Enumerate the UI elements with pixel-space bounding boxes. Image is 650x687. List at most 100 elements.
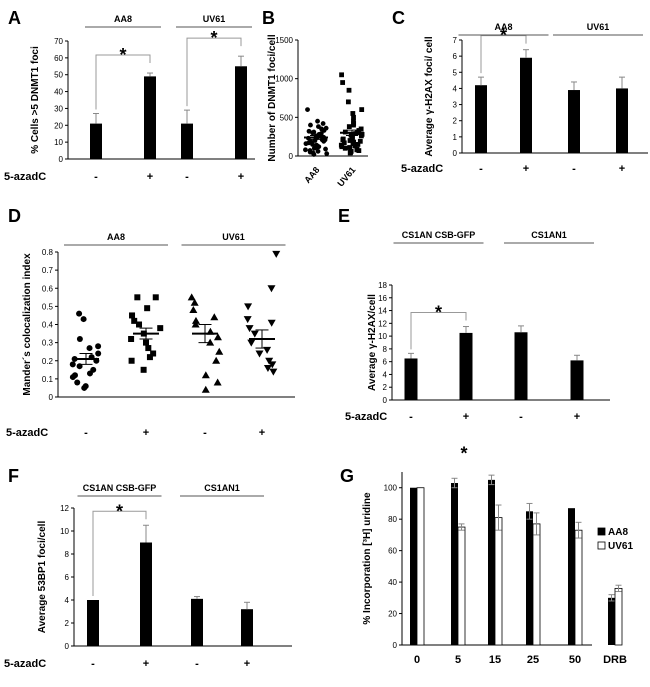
data-point — [316, 124, 321, 130]
data-point — [152, 294, 159, 301]
data-point — [215, 347, 224, 355]
condition-sign: + — [463, 411, 469, 423]
y-tick-label: 1500 — [275, 36, 293, 45]
significance-bracket — [95, 54, 151, 110]
significance-star: * — [210, 28, 217, 48]
group-label: CS1AN CSB-GFP — [402, 230, 476, 240]
panel-label: C — [392, 8, 405, 28]
y-tick-label: 7 — [453, 36, 458, 45]
bar — [574, 529, 583, 646]
treatment-label: 5-azadC — [401, 163, 443, 175]
data-point — [351, 122, 356, 128]
data-point — [190, 298, 199, 306]
data-point — [357, 138, 363, 144]
data-point — [145, 345, 152, 352]
y-tick-label: 14 — [378, 307, 387, 316]
bar — [459, 332, 473, 400]
data-point — [247, 339, 256, 347]
legend-swatch — [597, 541, 606, 550]
y-tick-label: 1 — [453, 133, 458, 142]
data-point — [140, 366, 147, 373]
y-tick-label: 0 — [49, 393, 54, 402]
y-tick-label: 0 — [393, 641, 398, 650]
y-tick-label: 0 — [65, 642, 70, 651]
x-tick-label: 25 — [527, 654, 539, 666]
x-tick-label: 5 — [455, 654, 461, 666]
y-axis-label: Average γ-H2AX/cell — [367, 294, 378, 391]
legend-swatch — [597, 527, 606, 536]
y-tick-label: 10 — [60, 527, 69, 536]
data-point — [316, 131, 322, 137]
y-tick-label: 40 — [54, 88, 63, 97]
data-point — [95, 350, 102, 357]
data-point — [201, 371, 210, 379]
significance-star: * — [119, 45, 126, 65]
y-tick-label: 2 — [65, 619, 70, 628]
y-tick-label: 0.3 — [42, 339, 54, 348]
chart-panel-a: A 0 10 20 30 40 50 60 70 % Cells >5 DNMT1 foci * * A… — [4, 8, 255, 183]
chart-panel-g: G 0 20 40 60 80 100 % Incorporation [³H] uridin… — [340, 443, 633, 666]
treatment-label: 5-azadC — [4, 171, 46, 183]
data-point — [351, 114, 356, 120]
bar — [90, 123, 102, 159]
chart-panel-d: D 0 0.1 0.2 0.3 0.4 0.5 0.6 0.7 0.8 Mander´s coloc… — [6, 206, 295, 439]
data-point — [213, 333, 222, 341]
data-point — [189, 306, 198, 313]
y-tick-label: 6 — [383, 358, 388, 367]
data-point — [310, 130, 315, 136]
group-label: AA8 — [114, 14, 132, 24]
condition-sign: - — [195, 658, 199, 670]
data-point — [250, 330, 259, 338]
chart-panel-c: C 0 1 2 3 4 5 6 7 Average γ-H2AX foci/ cell *AA8 UV… — [392, 8, 648, 175]
data-point — [213, 378, 222, 386]
y-tick-label: 30 — [54, 104, 63, 113]
significance-star: * — [500, 26, 507, 46]
chart-panel-f: F 0 2 4 6 8 10 12 Average 53BP1 foci/cell * CS1AN … — [4, 466, 292, 670]
y-tick-label: 60 — [388, 547, 397, 556]
y-axis-label: Average γ-H2AX foci/ cell — [424, 36, 435, 156]
panel-label: F — [8, 466, 19, 486]
condition-sign: + — [619, 163, 625, 175]
data-point — [144, 305, 151, 312]
condition-sign: + — [259, 427, 265, 439]
y-axis-label: Average 53BP1 foci/cell — [37, 521, 48, 634]
x-tick-label: 50 — [569, 654, 581, 666]
bar — [241, 609, 253, 646]
bar — [568, 90, 580, 153]
condition-sign: + — [244, 658, 250, 670]
y-tick-label: 0.6 — [42, 284, 54, 293]
panel-label: G — [340, 466, 354, 486]
data-point — [263, 365, 272, 372]
y-tick-label: 2 — [383, 383, 388, 392]
y-tick-label: 4 — [453, 84, 458, 93]
panel-label: E — [338, 206, 350, 226]
data-point — [356, 148, 362, 153]
condition-sign: - — [91, 658, 95, 670]
condition-sign: - — [479, 163, 483, 175]
y-tick-label: 20 — [388, 610, 397, 619]
data-point — [345, 99, 351, 105]
data-point — [303, 147, 308, 153]
significance-bracket — [410, 312, 467, 350]
data-point — [347, 150, 353, 156]
data-point — [315, 143, 320, 149]
condition-sign: + — [238, 171, 244, 183]
y-tick-label: 60 — [54, 54, 63, 63]
data-point — [263, 346, 272, 354]
data-point — [315, 118, 320, 124]
panel-label: D — [8, 206, 21, 226]
data-point — [342, 145, 348, 151]
data-point — [267, 319, 276, 327]
y-tick-label: 40 — [388, 578, 397, 587]
data-point — [245, 325, 254, 333]
data-point — [76, 336, 83, 342]
condition-sign: - — [572, 163, 576, 175]
data-point — [86, 370, 93, 377]
data-point — [69, 374, 76, 381]
y-tick-label: 0 — [453, 149, 458, 158]
data-point — [86, 345, 93, 352]
y-tick-label: 0 — [289, 152, 294, 161]
data-point — [347, 138, 353, 143]
bar — [520, 57, 532, 153]
